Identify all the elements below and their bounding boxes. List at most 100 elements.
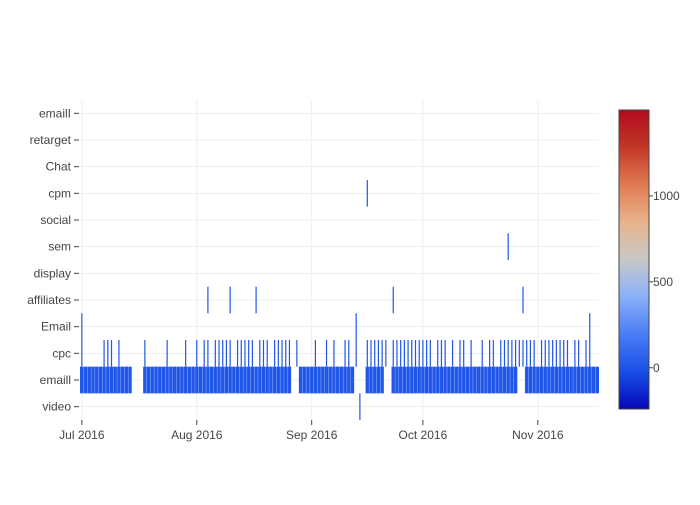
heatmap-cell-cpc-11 [214, 340, 216, 367]
heatmap-cell-cpc-26 [281, 340, 283, 367]
heatmap-cell-cpc-27 [285, 340, 287, 367]
heatmap-cell-cpc-58 [463, 340, 465, 367]
x-tick-label-1: Aug 2016 [171, 428, 223, 442]
heatmap-cell-cpc-59 [470, 340, 472, 367]
heatmap-cell-cpc-39 [377, 340, 380, 367]
heatmap-cell-cpc-3 [110, 340, 113, 367]
heatmap-cell-emaill-2 [298, 366, 355, 394]
heatmap-cell-cpc-17 [240, 340, 242, 367]
heatmap-cell-cpc-10 [207, 340, 209, 367]
heatmap-cell-cpc-2 [107, 340, 109, 367]
heatmap-cell-cpc-53 [437, 340, 439, 367]
heatmap-cell-cpc-73 [540, 340, 543, 367]
heatmap-cell-cpc-55 [444, 340, 446, 367]
heatmap-cell-cpc-60 [481, 340, 483, 367]
heatmap-cell-cpc-47 [411, 340, 413, 367]
heatmap-cell-cpc-63 [500, 340, 502, 367]
colorbar-tick-label-2: 1000 [653, 189, 680, 203]
heatmap-cell-cpc-33 [344, 340, 346, 367]
heatmap-cell-cpc-37 [370, 340, 372, 367]
heatmap-cell-cpc-77 [555, 340, 557, 367]
heatmap-cell-cpc-41 [385, 340, 387, 367]
heatmap-cell-cpc-42 [392, 340, 394, 367]
colorbar-tick-label-1: 500 [653, 275, 673, 289]
heatmap-cell-emaill-3 [365, 366, 384, 394]
heatmap-cell-cpc-64 [503, 340, 506, 367]
colorbar-gradient [618, 109, 650, 410]
heatmap-cell-cpc-38 [374, 340, 376, 367]
heatmap-cell-sem-9 [507, 233, 509, 260]
y-tick-label-display: display [34, 266, 71, 280]
heatmap-cell-cpc-69 [522, 340, 524, 367]
heatmap-cell-cpc-6 [166, 340, 168, 367]
heatmap-cell-affiliates-5 [229, 286, 231, 314]
heatmap-cell-cpc-54 [440, 340, 443, 367]
heatmap-cell-cpc-70 [526, 340, 528, 367]
y-tick-label-sem: sem [48, 240, 71, 254]
heatmap-cell-cpc-74 [544, 340, 546, 367]
heatmap-cell-cpc-45 [403, 340, 405, 367]
heatmap-cell-cpc-9 [203, 340, 205, 367]
heatmap-cells [80, 180, 599, 420]
heatmap-cell-cpc-29 [296, 340, 298, 367]
heatmap-cell-cpc-72 [533, 340, 535, 367]
heatmap-cell-cpc-79 [563, 340, 565, 367]
heatmap-cell-cpc-50 [422, 340, 424, 367]
heatmap-cell-cpc-75 [548, 340, 550, 367]
y-tick-label-retarget: retarget [30, 133, 72, 147]
x-axis: Jul 2016 Aug 2016 Sep 2016 Oct 2016 Nov 2016 [59, 420, 564, 442]
heatmap-cell-cpc-21 [259, 340, 261, 367]
heatmap-cell-cpc-44 [400, 340, 402, 367]
heatmap-cell-cpm-10 [366, 180, 368, 207]
y-tick-label-social: social [40, 213, 71, 227]
heatmap-cell-cpc-0 [81, 340, 83, 367]
y-tick-label-cpm: cpm [48, 186, 71, 200]
heatmap-cell-cpc-7 [185, 340, 187, 367]
heatmap-cell-cpc-62 [492, 340, 494, 367]
y-tick-label-chat: Chat [46, 160, 72, 174]
heatmap-cell-cpc-8 [196, 340, 198, 367]
heatmap-cell-cpc-24 [274, 340, 276, 367]
y-tick-label-cpc: cpc [52, 346, 71, 360]
heatmap-cell-cpc-18 [244, 340, 246, 367]
heatmap-cell-cpc-16 [236, 340, 239, 367]
heatmap-cell-cpc-4 [118, 340, 120, 367]
heatmap-cell-cpc-78 [559, 340, 561, 367]
heatmap-cell-cpc-25 [277, 340, 279, 367]
heatmap-cell-video-0 [359, 393, 361, 420]
y-tick-label-emaill: emaill [40, 373, 71, 387]
heatmap-cell-cpc-80 [566, 340, 569, 367]
y-tick-label-video: video [42, 400, 71, 414]
heatmap-cell-cpc-15 [229, 340, 231, 367]
heatmap-cell-cpc-82 [578, 340, 580, 367]
colorbar-tick-label-0: 0 [653, 361, 660, 375]
y-tick-label-affiliates: affiliates [27, 293, 71, 307]
heatmap-cell-cpc-14 [225, 340, 228, 367]
y-tick-label-email: Email [41, 320, 71, 334]
heatmap-cell-cpc-76 [552, 340, 554, 367]
heatmap-cell-cpc-48 [414, 340, 417, 367]
heatmap-cell-cpc-5 [144, 340, 146, 367]
x-tick-label-4: Nov 2016 [512, 428, 564, 442]
colorbar: 0 500 1000 [618, 109, 680, 410]
heatmap-cell-cpc-19 [248, 340, 250, 367]
heatmap-cell-cpc-40 [381, 340, 383, 367]
heatmap-cell-cpc-66 [511, 340, 513, 367]
y-axis: video emaill cpc Email affiliates display sem s… [27, 106, 79, 414]
heatmap-cell-affiliates-6 [255, 286, 257, 314]
heatmap-cell-cpc-49 [418, 340, 420, 367]
heatmap-cell-cpc-23 [266, 340, 268, 367]
heatmap-cell-cpc-31 [325, 340, 328, 367]
heatmap-cell-cpc-43 [396, 340, 398, 367]
heatmap-cell-cpc-34 [348, 340, 350, 367]
heatmap-cell-cpc-13 [222, 340, 224, 367]
heatmap-cell-cpc-56 [451, 340, 454, 367]
heatmap-cell-cpc-52 [429, 340, 431, 367]
heatmap-cell-cpc-67 [514, 340, 517, 367]
heatmap-cell-cpc-35 [355, 340, 357, 367]
heatmap-cell-email-1 [81, 313, 83, 340]
heatmap-cell-cpc-71 [529, 340, 532, 367]
heatmap-cell-cpc-28 [288, 340, 291, 367]
